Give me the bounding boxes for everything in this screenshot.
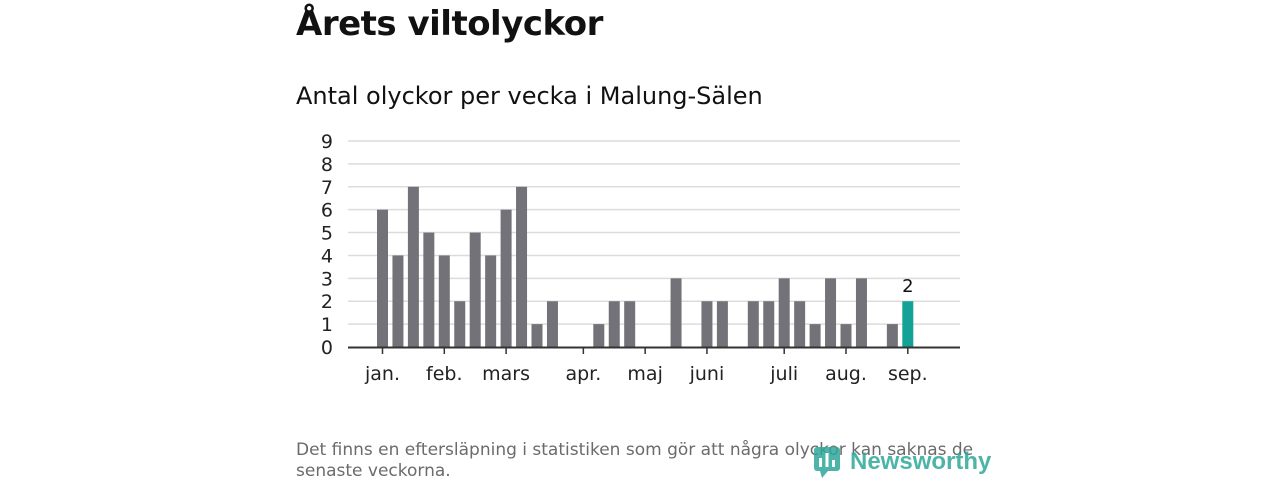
bar [794,301,806,347]
bar [670,278,682,347]
bar [469,232,481,347]
y-tick-label: 3 [321,268,333,290]
bar [608,301,620,347]
bar [423,232,435,347]
bar [825,278,837,347]
grid-lines [348,140,960,325]
bar-highlight [902,301,914,347]
y-tick-label: 5 [321,223,333,245]
bar [407,186,419,347]
bars [377,186,914,347]
x-tick-label: sep. [888,363,928,385]
x-axis-month-ticks: jan. feb. mars apr. maj juni juli aug. sep. [364,347,928,385]
bar [454,301,466,347]
bar-chart-logo-icon [814,447,840,478]
newsworthy-logo: Newsworthy [814,445,991,479]
x-tick-label: jan. [364,363,400,385]
y-tick-label: 4 [321,245,333,267]
x-tick-label: aug. [825,363,867,385]
bar [500,209,512,347]
bar [778,278,790,347]
bar [516,186,528,347]
highlight-value-label: 2 [902,276,913,297]
bar [747,301,759,347]
chart-subtitle: Antal olyckor per vecka i Malung-Sälen [296,82,763,110]
bar [531,324,543,347]
bar [377,209,388,347]
bar [485,255,497,347]
bar [855,278,867,347]
x-tick-label: juni [689,363,725,385]
page-title: Årets viltolyckor [296,4,603,44]
x-tick-label: juli [769,363,798,385]
bar [716,301,728,347]
x-tick-label: maj [627,363,662,385]
bar [624,301,636,347]
y-tick-label: 1 [321,314,333,336]
bar [840,324,852,347]
bar [701,301,713,347]
bar [809,324,821,347]
y-tick-label: 0 [321,337,333,359]
y-tick-label: 9 [321,131,333,153]
bar [438,255,450,347]
x-tick-label: mars [482,363,530,385]
y-tick-label: 2 [321,291,333,313]
y-tick-label: 7 [321,177,333,199]
x-tick-label: apr. [565,363,601,385]
bar [886,324,898,347]
bar [392,255,404,347]
x-tick-label: feb. [426,363,462,385]
y-tick-label: 6 [321,200,333,222]
y-tick-label: 8 [321,154,333,176]
footnote: Det finns en eftersläpning i statistiken… [296,440,974,481]
brand-name: Newsworthy [850,448,992,475]
bar [763,301,775,347]
bar [546,301,558,347]
bar [593,324,605,347]
